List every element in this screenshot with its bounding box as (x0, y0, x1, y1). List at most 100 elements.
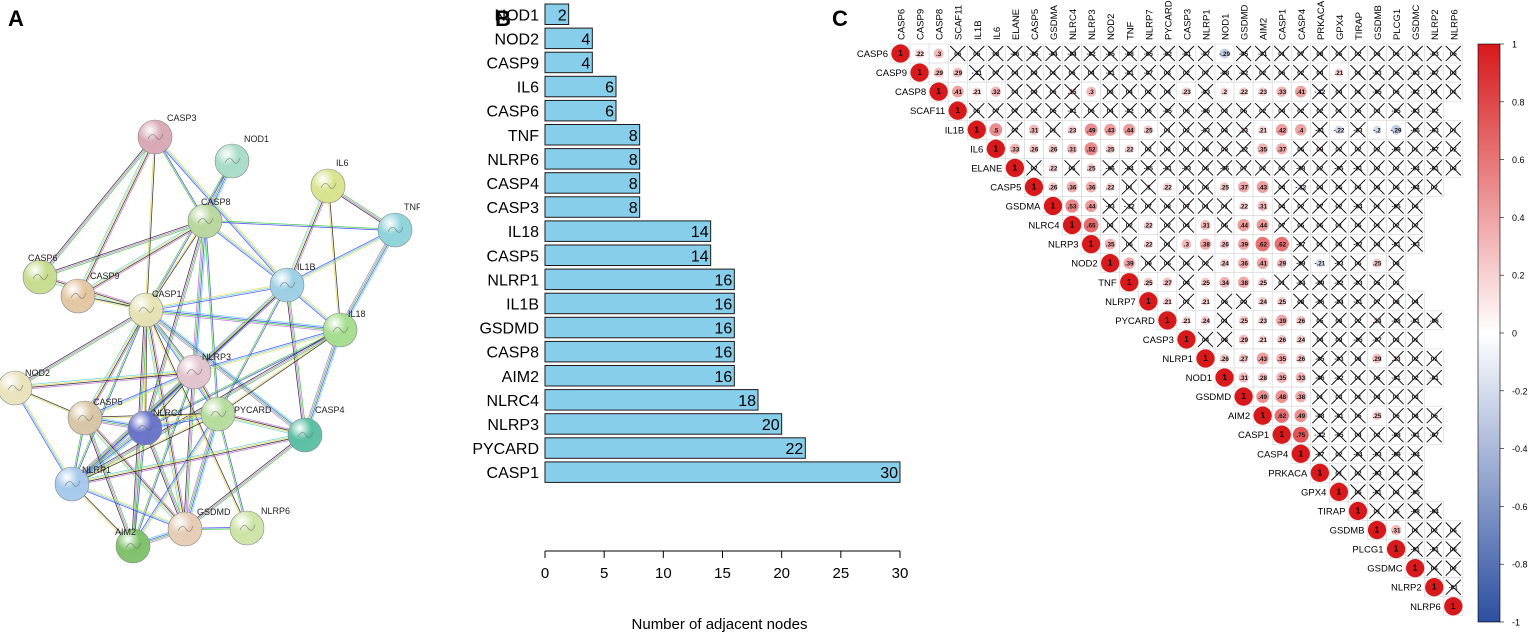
network-edge-line (192, 220, 205, 372)
heatmap-cell-circle (1261, 52, 1265, 56)
heatmap-cell-value: .31 (1239, 375, 1248, 382)
heatmap-cell-value: 1 (1146, 297, 1151, 306)
heatmap-cell: 02 (1138, 81, 1159, 102)
bar-category-label: CASP1 (487, 465, 540, 482)
heatmap-cell-cross (1369, 179, 1385, 195)
heatmap-cell-cross (1426, 426, 1443, 443)
heatmap-cell-bg (1138, 215, 1159, 235)
heatmap-cell-cross (1388, 312, 1404, 329)
heatmap-cell-circle (1355, 337, 1361, 342)
heatmap-cell-circle (1165, 52, 1169, 56)
heatmap-cell-value: -09 (1296, 261, 1306, 268)
heatmap-cell-cross (1388, 160, 1404, 176)
heatmap-cell-cross (1178, 160, 1195, 176)
heatmap-cell-value: 01 (1354, 70, 1362, 77)
heatmap-cell-value: 1 (1089, 240, 1094, 249)
heatmap-cell: 02 (1348, 43, 1368, 64)
heatmap-cell-bg (1195, 62, 1216, 83)
heatmap-column-labels: CASP6 CASP9 CASP8 SCAF11 IL1B IL6 ELANE CASP5 GS… (897, 0, 1461, 40)
network-edge-line (146, 309, 306, 435)
heatmap-cell-bg (1043, 196, 1063, 216)
heatmap-cell-value: .28 (1258, 375, 1267, 382)
heatmap-cell-cross (1312, 45, 1328, 62)
heatmap-cell-value: 06 (1431, 566, 1439, 573)
heatmap-row-label: NLRP6 (1410, 602, 1441, 613)
bar-x-tick-label: 25 (832, 565, 849, 582)
heatmap-cell-circle (1108, 71, 1112, 75)
heatmap-cell: 05 (1195, 177, 1216, 197)
heatmap-cell-cross (1426, 350, 1443, 367)
heatmap-cell: .22 (1119, 139, 1140, 159)
bar-category-label: CASP9 (487, 55, 540, 72)
heatmap-cell-circle (1336, 432, 1341, 437)
heatmap-cell: 03 (1367, 386, 1387, 407)
heatmap-cell-circle (1413, 547, 1417, 551)
network-edge-line (339, 229, 395, 330)
heatmap-cell-cross (1369, 465, 1385, 481)
heatmap-cell-circle (1031, 88, 1037, 95)
heatmap-cell-circle (1279, 185, 1284, 189)
heatmap-cell-cross (1178, 64, 1195, 81)
heatmap-cell-value: -03 (1353, 280, 1363, 287)
network-edge-line (14, 370, 194, 388)
heatmap-cell-cross (1350, 255, 1366, 272)
heatmap-cell-value: .3 (936, 51, 942, 58)
heatmap-cell-cross (1312, 217, 1328, 233)
heatmap-cell-cross (1312, 369, 1328, 386)
heatmap-cell-cross (1292, 64, 1309, 81)
heatmap-cell-bg (1291, 119, 1311, 140)
network-node-nod2: NOD2 (0, 368, 50, 406)
heatmap-cell-cross (1312, 236, 1328, 252)
heatmap-cell-bg (1424, 367, 1444, 388)
network-edge (75, 135, 158, 298)
heatmap-cell-cross (1350, 121, 1366, 138)
bar-category-label: NLRP6 (487, 152, 539, 169)
heatmap-cell-bg (1005, 139, 1025, 159)
heatmap-cell-bg (1367, 482, 1387, 502)
heatmap-cell-value: -04 (1411, 165, 1421, 172)
heatmap-cell-circle (1375, 223, 1379, 227)
heatmap-cell-cross (1331, 407, 1347, 424)
heatmap-cell-cross (1102, 64, 1119, 81)
heatmap-cell-bg (1252, 272, 1273, 293)
heatmap-cell: .22 (1100, 177, 1120, 197)
heatmap-cell-circle (1051, 51, 1055, 56)
network-node-circle (200, 396, 236, 432)
heatmap-cell-cross (1350, 236, 1366, 252)
heatmap-cell-bg (1081, 100, 1101, 121)
heatmap-cell-bg (1348, 196, 1368, 216)
heatmap-cell-cross (1407, 179, 1423, 195)
heatmap-cell: .22 (1043, 158, 1063, 178)
heatmap-cell: -06 (1405, 119, 1425, 140)
heatmap-cell-cross (1350, 465, 1366, 481)
heatmap-cell-bg (1310, 62, 1330, 83)
heatmap-cell: 06 (1271, 62, 1292, 83)
heatmap-cell-cross (968, 45, 985, 62)
heatmap-cell: 02 (1367, 158, 1387, 178)
network-edge-line (218, 413, 249, 528)
heatmap-cell: -01 (1405, 424, 1425, 445)
heatmap-cell-value: .62 (1277, 413, 1286, 420)
heatmap-cell-cross (1331, 350, 1347, 367)
heatmap-cell: 02 (1252, 62, 1273, 83)
heatmap-cell-bg (1138, 234, 1159, 254)
heatmap-cell-cross (949, 45, 966, 62)
heatmap-cell-circle (1258, 277, 1268, 287)
heatmap-cell-value: -03 (1201, 89, 1211, 96)
heatmap-cell-cross (1083, 102, 1099, 119)
heatmap-cell-cross (1350, 45, 1366, 62)
network-edge (153, 135, 289, 287)
heatmap-cell-value: .5 (993, 127, 999, 134)
heatmap-cell-bg (1348, 215, 1368, 235)
heatmap-cell-cross (1197, 331, 1214, 348)
heatmap-cell-bg (1424, 577, 1444, 597)
heatmap-cell: 04 (1329, 81, 1349, 102)
heatmap-col-label: TIRAP (1354, 12, 1365, 40)
heatmap-cell-cross (1388, 350, 1404, 367)
heatmap-cell-circle (1123, 123, 1136, 136)
heatmap-cell-value: 05 (973, 108, 981, 115)
heatmap-cell-cross (1312, 312, 1328, 329)
heatmap-cell-cross (1388, 293, 1404, 310)
heatmap-cell-circle (1413, 433, 1417, 437)
heatmap-cell-bg (1271, 405, 1292, 426)
